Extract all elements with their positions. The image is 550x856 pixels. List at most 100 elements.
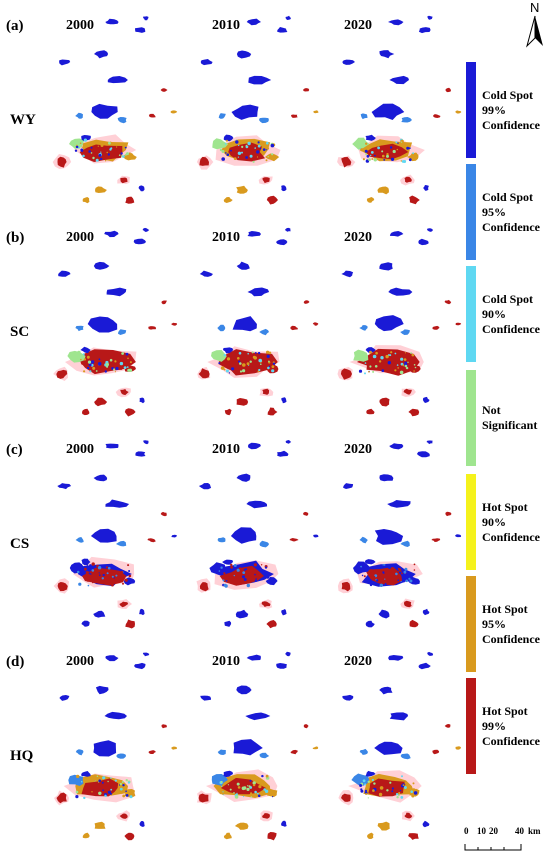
map-speckle <box>257 144 261 148</box>
map-speckle <box>363 575 366 578</box>
map-speckle <box>121 781 124 783</box>
map-speckle <box>403 358 407 361</box>
map-speckle <box>369 350 372 354</box>
scale-tick-label: 0 <box>464 826 469 836</box>
map-patch <box>230 527 257 544</box>
map-patch <box>427 15 433 20</box>
map-speckle <box>266 350 270 354</box>
map-speckle <box>263 788 266 791</box>
map-speckle <box>382 571 385 574</box>
map-patch <box>75 749 84 756</box>
map-speckle <box>410 352 412 354</box>
map-patch <box>400 329 410 335</box>
map-patch <box>82 197 90 204</box>
legend-label-line: Not <box>482 403 501 417</box>
map-speckle <box>372 789 375 792</box>
map-patch <box>135 27 146 33</box>
legend-label-line: Confidence <box>482 529 540 544</box>
map-speckle <box>95 370 98 372</box>
map-speckle <box>251 351 254 354</box>
map-speckle <box>365 142 368 145</box>
map-speckle <box>359 784 363 787</box>
map-speckle <box>406 146 410 150</box>
map-speckle <box>400 357 404 361</box>
map-patch <box>247 442 261 450</box>
map-speckle <box>377 146 380 150</box>
legend-label: Hot Spot 95% Confidence <box>482 602 550 647</box>
map-speckle <box>412 152 414 155</box>
map-speckle <box>381 369 384 372</box>
map-speckle <box>98 791 102 795</box>
map-patch <box>374 529 404 545</box>
map-speckle <box>221 792 224 795</box>
map-patch <box>200 59 213 66</box>
map-speckle <box>272 796 274 798</box>
map-patch <box>341 157 352 168</box>
map-patch <box>426 440 433 445</box>
map-speckle <box>241 575 246 579</box>
map-speckle <box>370 154 372 157</box>
map-patch <box>234 822 249 830</box>
map-patch <box>267 788 278 797</box>
map-speckle <box>362 580 365 583</box>
map-patch <box>107 76 128 84</box>
legend-label-line: Confidence <box>482 733 540 748</box>
map-speckle <box>243 568 246 571</box>
map-patch <box>223 832 232 840</box>
map-patch <box>285 15 291 20</box>
map-patch <box>409 364 421 373</box>
map-patch <box>378 609 390 619</box>
map-speckle <box>90 573 92 575</box>
map-patch <box>124 832 135 841</box>
map-speckle <box>107 566 111 570</box>
map-speckle <box>362 779 366 783</box>
map-speckle <box>128 574 132 578</box>
map-patch <box>170 110 178 114</box>
legend-color-swatch <box>466 678 476 774</box>
legend-item: Not Significant <box>466 370 550 466</box>
map-speckle <box>79 142 82 144</box>
map-speckle <box>238 360 241 363</box>
map-patch <box>284 227 291 232</box>
map-patch <box>90 528 117 543</box>
map-speckle <box>91 569 95 572</box>
north-arrow-icon: N <box>524 0 546 50</box>
map-speckle <box>395 572 398 576</box>
map-patch <box>265 577 278 586</box>
map-speckle <box>89 579 92 581</box>
map-patch <box>246 500 268 509</box>
year-label: 2010 <box>212 18 240 33</box>
map-speckle <box>228 580 232 583</box>
map-patch <box>401 117 412 123</box>
map-speckle <box>367 780 370 783</box>
map-speckle <box>252 781 256 785</box>
map-patch <box>81 558 91 566</box>
map-patch <box>236 261 250 270</box>
map-speckle <box>234 795 239 799</box>
map-speckle <box>374 365 378 368</box>
map-speckle <box>247 352 249 355</box>
legend-item: Cold Spot 95% Confidence <box>466 164 550 260</box>
map-speckle <box>412 788 416 792</box>
map-speckle <box>386 153 389 156</box>
hotspot-map <box>53 227 178 417</box>
map-patch <box>389 712 409 721</box>
map-speckle <box>91 572 94 575</box>
map-speckle <box>241 145 244 148</box>
map-speckle <box>410 790 413 793</box>
map-speckle <box>396 796 399 799</box>
map-speckle <box>389 146 393 149</box>
map-speckle <box>245 144 248 147</box>
map-speckle <box>404 781 407 785</box>
map-speckle <box>90 146 93 149</box>
region-label: WY <box>10 112 36 128</box>
map-speckle <box>395 141 398 144</box>
map-patch <box>212 138 229 150</box>
map-patch <box>313 534 319 538</box>
map-speckle <box>362 158 365 161</box>
map-patch <box>340 368 352 380</box>
map-speckle <box>223 572 226 575</box>
map-speckle <box>127 368 131 372</box>
map-speckle <box>127 577 131 580</box>
map-speckle <box>413 563 416 566</box>
